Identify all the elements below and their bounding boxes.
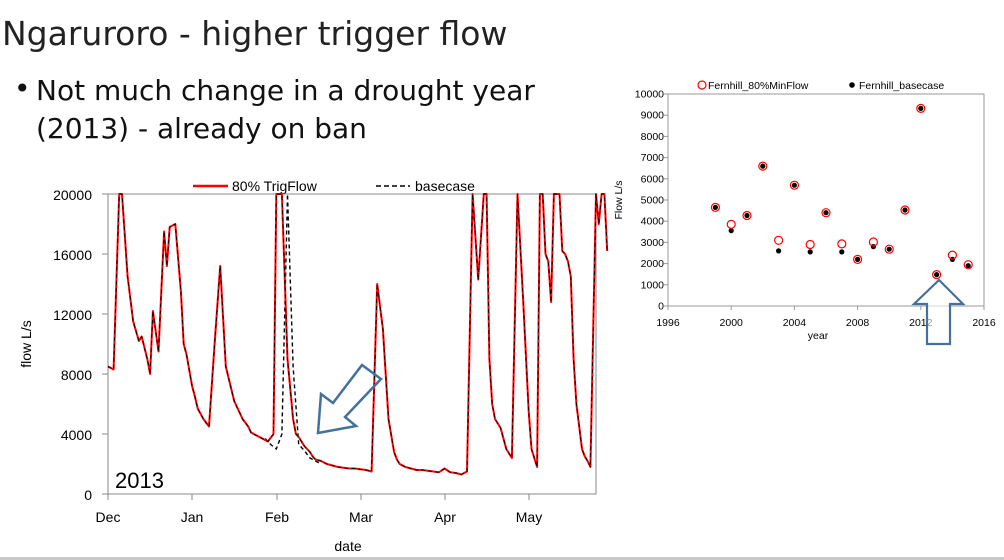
legend-basecase-label: Fernhill_basecase bbox=[859, 80, 944, 92]
basecase-line bbox=[264, 193, 322, 465]
scatter-plot-area bbox=[667, 93, 985, 307]
scatter-y-tick-label: 7000 bbox=[641, 152, 665, 164]
legend-minflow-label: Fernhill_80%MinFlow bbox=[708, 80, 809, 92]
basecase-point bbox=[807, 249, 813, 255]
y-tick-label: 8000 bbox=[61, 367, 92, 383]
basecase-point bbox=[823, 210, 829, 216]
scatter-x-tick-label: 2004 bbox=[783, 317, 807, 329]
x-axis-label: date bbox=[334, 538, 361, 554]
minflow-point bbox=[884, 244, 894, 254]
up-arrow-annotation bbox=[911, 278, 966, 346]
scatter-y-tick-label: 1000 bbox=[641, 279, 665, 291]
y-axis: 20000 16000 12000 8000 4000 0 flow L/s bbox=[18, 187, 108, 503]
legend-minflow-marker bbox=[697, 80, 707, 90]
minflow-point bbox=[837, 239, 847, 249]
scatter-x-tick-label: 2000 bbox=[720, 317, 744, 329]
basecase-point bbox=[886, 246, 892, 252]
y-tick-label: 4000 bbox=[61, 427, 92, 443]
basecase-point bbox=[712, 204, 718, 210]
arrow-annotation bbox=[316, 363, 383, 435]
basecase-point bbox=[855, 256, 861, 262]
scatter-legend: Fernhill_80%MinFlow Fernhill_basecase bbox=[697, 80, 944, 92]
legend-basecase-marker bbox=[849, 82, 855, 88]
x-tick-label: Jan bbox=[181, 509, 204, 525]
minflow-point bbox=[868, 237, 878, 247]
y-tick-label: 20000 bbox=[53, 187, 92, 203]
scatter-y-tick-label: 8000 bbox=[641, 131, 665, 143]
x-tick-label: Feb bbox=[265, 509, 289, 525]
basecase-point bbox=[776, 248, 782, 254]
scatter-y-tick-label: 3000 bbox=[641, 237, 665, 249]
basecase-point bbox=[744, 212, 750, 219]
basecase-point bbox=[902, 207, 908, 213]
x-tick-label: May bbox=[516, 509, 542, 525]
year-annotation: 2013 bbox=[115, 468, 164, 493]
minflow-point bbox=[805, 239, 815, 250]
basecase-point bbox=[760, 163, 766, 169]
minflow-point bbox=[789, 180, 799, 190]
basecase-point bbox=[791, 182, 797, 188]
scatter-y-tick-label: 0 bbox=[658, 301, 664, 313]
scatter-y-tick-label: 9000 bbox=[641, 110, 665, 122]
x-tick-label: Apr bbox=[434, 509, 456, 525]
basecase-point bbox=[728, 228, 734, 234]
scatter-y-axis-label: Flow L/s bbox=[613, 180, 625, 219]
y-tick-label: 12000 bbox=[53, 307, 92, 323]
bullet-text: Not much change in a drought year (2013)… bbox=[36, 72, 535, 148]
basecase-point bbox=[839, 249, 845, 255]
basecase-point bbox=[870, 244, 876, 250]
minflow-point bbox=[774, 235, 784, 245]
minflow-point bbox=[900, 205, 910, 215]
minflow-point bbox=[932, 270, 942, 280]
scatter-y-tick-label: 10000 bbox=[635, 89, 664, 101]
basecase-overlay-line bbox=[107, 193, 608, 475]
slide-title: Ngaruroro - higher trigger flow bbox=[2, 14, 508, 53]
x-axis: Dec Jan Feb Mar Apr May date bbox=[96, 494, 542, 554]
minflow-point bbox=[947, 250, 957, 260]
minflow-point bbox=[742, 210, 752, 221]
scatter-y-tick-label: 6000 bbox=[641, 173, 665, 185]
scatter-y-tick-label: 4000 bbox=[641, 216, 665, 228]
bullet-line-1: Not much change in a drought year bbox=[36, 74, 535, 107]
minflow-point bbox=[758, 161, 768, 171]
slide-bottom-border bbox=[0, 557, 1004, 560]
scatter-x-tick-label: 1996 bbox=[656, 317, 680, 329]
scatter-y-tick-label: 5000 bbox=[641, 195, 665, 207]
bullet-line-2: (2013) - already on ban bbox=[36, 112, 367, 145]
scatter-series-group bbox=[710, 103, 973, 280]
basecase-point bbox=[918, 105, 924, 111]
basecase-point bbox=[965, 263, 971, 269]
legend-basecase-label: basecase bbox=[415, 178, 475, 194]
minflow-point bbox=[963, 260, 973, 270]
minflow-point bbox=[821, 208, 831, 218]
legend-trigflow-label: 80% TrigFlow bbox=[232, 178, 318, 194]
x-tick-label: Dec bbox=[96, 509, 121, 525]
chart-legend: 80% TrigFlow basecase bbox=[193, 178, 475, 194]
series-group bbox=[107, 193, 609, 476]
minflow-point bbox=[726, 219, 736, 229]
scatter-x-tick-label: 2016 bbox=[972, 317, 996, 329]
y-axis-label: flow L/s bbox=[18, 320, 34, 367]
x-tick-label: Mar bbox=[349, 509, 373, 525]
scatter-y-tick-label: 2000 bbox=[641, 258, 665, 270]
fernhill-scatter-chart: Fernhill_80%MinFlow Fernhill_basecase 10… bbox=[613, 80, 996, 346]
flow-line-chart: 80% TrigFlow basecase 20000 16000 12000 … bbox=[18, 178, 609, 554]
y-tick-label: 16000 bbox=[53, 247, 92, 263]
plot-area bbox=[107, 193, 597, 495]
y-tick-label: 0 bbox=[84, 487, 92, 503]
bullet-dot: • bbox=[14, 72, 31, 105]
basecase-point bbox=[934, 272, 940, 278]
minflow-point bbox=[710, 202, 721, 212]
minflow-point bbox=[916, 103, 926, 114]
scatter-x-tick-label: 2008 bbox=[846, 317, 870, 329]
scatter-y-axis: 1000090008000700060005000400030002000100… bbox=[635, 89, 668, 313]
minflow-point bbox=[853, 254, 863, 264]
scatter-x-axis-label: year bbox=[808, 330, 829, 342]
